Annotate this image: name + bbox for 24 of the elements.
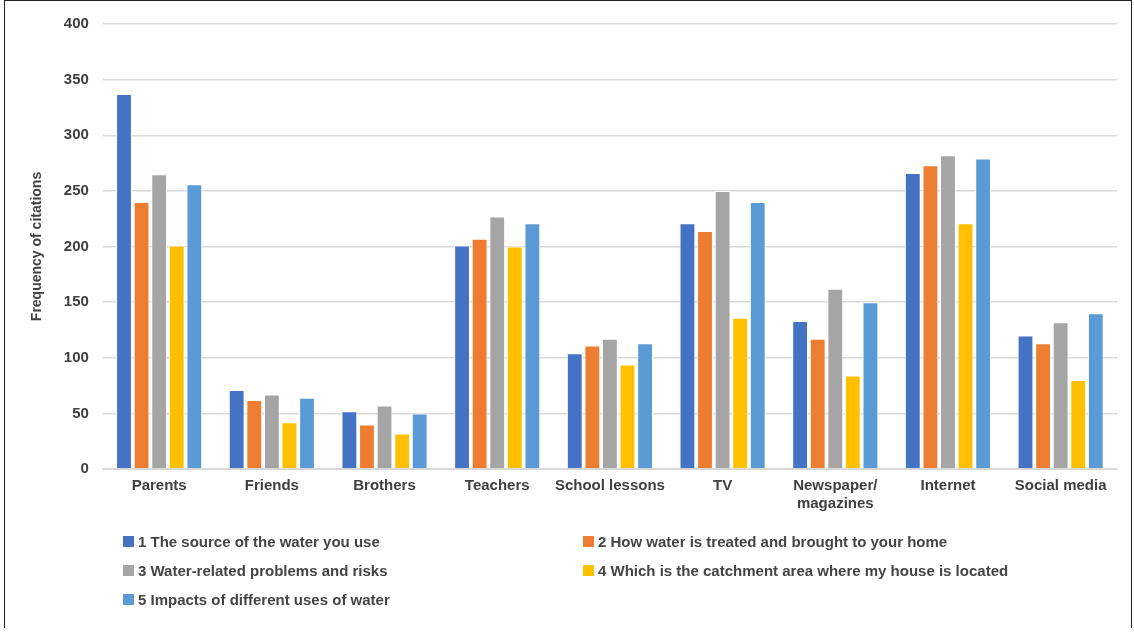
x-tick-label: Social media: [1014, 476, 1108, 494]
y-tick-label: 200: [63, 236, 89, 254]
x-tick-label: Parents: [131, 476, 187, 494]
legend-label: 4 Which is the catchment area where my house is located: [598, 562, 1009, 579]
legend-label: 5 Impacts of different uses of water: [138, 591, 390, 608]
x-tick-label: Internet: [920, 476, 976, 494]
y-tick-label: 150: [63, 292, 89, 310]
y-tick-label: 400: [63, 14, 89, 32]
y-tick-label: 300: [63, 125, 89, 143]
y-tick-label: 350: [63, 69, 89, 87]
x-tick-label: Newspaper/ magazines: [793, 476, 879, 512]
x-tick-label: Brothers: [353, 476, 416, 494]
legend-label: 1 The source of the water you use: [138, 533, 380, 550]
x-tick-label: School lessons: [554, 476, 665, 494]
x-tick-label: Teachers: [464, 476, 530, 494]
x-tick-label: Friends: [244, 476, 299, 494]
y-tick-label: 0: [80, 459, 89, 477]
y-tick-label: 50: [72, 403, 89, 421]
y-tick-label: 250: [63, 181, 89, 199]
y-tick-label: 100: [63, 347, 89, 365]
y-axis-title: Frequency of citations: [28, 171, 45, 322]
legend-label: 2 How water is treated and brought to your home: [598, 533, 948, 550]
x-tick-label: TV: [713, 476, 733, 494]
legend-label: 3 Water-related problems and risks: [138, 562, 388, 579]
